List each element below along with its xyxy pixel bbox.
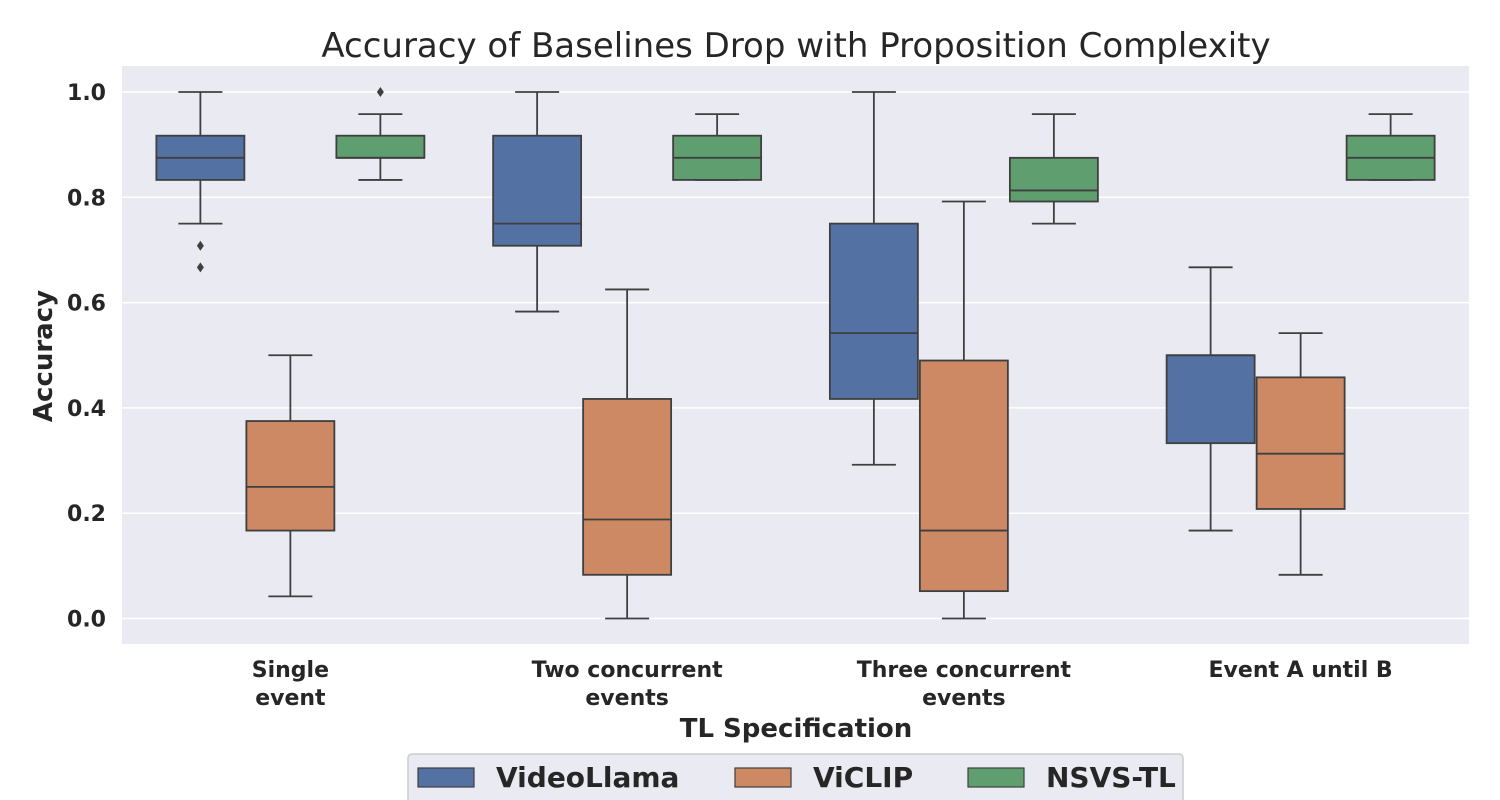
box-body <box>492 134 583 247</box>
x-tick-label-line: Three concurrent <box>857 658 1072 683</box>
x-tick-label-line: events <box>922 686 1005 711</box>
plot-area <box>122 66 1469 644</box>
series-videollama <box>155 91 1256 532</box>
legend-swatch <box>734 767 792 788</box>
chart-title: Accuracy of Baselines Drop with Proposit… <box>321 26 1270 66</box>
box <box>155 91 246 273</box>
box <box>492 91 583 313</box>
legend-frame <box>407 753 1184 800</box>
series-viclip <box>245 200 1346 620</box>
legend-item: ViCLIP <box>734 761 913 794</box>
y-tick-label: 0.8 <box>67 186 106 211</box>
legend-label: ViCLIP <box>813 761 913 794</box>
y-tick-label: 0.0 <box>67 608 106 633</box>
outlier-marker <box>376 87 384 97</box>
box <box>1008 113 1099 225</box>
box <box>672 113 763 181</box>
x-tick-label-line: Event A until B <box>1209 658 1393 683</box>
box <box>828 91 919 466</box>
box <box>1165 266 1256 532</box>
grid-lines <box>122 91 1469 620</box>
x-tick-label-line: events <box>585 686 668 711</box>
legend-entries: VideoLlama ViCLIP NSVS-TL <box>417 761 1176 794</box>
x-tick-label: Two concurrent events <box>532 658 723 711</box>
box <box>1345 113 1436 181</box>
y-tick-label: 0.2 <box>67 502 106 527</box>
y-tick-label: 0.6 <box>67 292 106 317</box>
box <box>918 200 1009 620</box>
box-body <box>1255 376 1346 510</box>
box <box>335 87 426 181</box>
box-body <box>918 359 1009 593</box>
outlier-marker <box>196 240 204 251</box>
box <box>1255 332 1346 576</box>
legend-swatch <box>417 767 475 788</box>
series-nsvs-tl <box>335 87 1436 225</box>
box-body <box>1165 354 1256 445</box>
legend-label: NSVS-TL <box>1046 761 1176 794</box>
x-axis-label: TL Specification <box>680 714 913 744</box>
x-tick-label: Event A until B <box>1209 658 1393 683</box>
x-tick-label-line: event <box>255 686 326 711</box>
y-axis-ticks: 0.0 0.2 0.4 0.6 0.8 1.0 <box>67 81 106 633</box>
x-tick-label: Single event <box>252 658 329 711</box>
y-axis-label: Accuracy <box>29 290 59 422</box>
box-body <box>335 134 426 159</box>
box-body <box>245 420 336 532</box>
box-series <box>155 87 1436 620</box>
legend-swatch <box>967 767 1025 788</box>
box <box>582 288 673 620</box>
box <box>245 354 336 598</box>
legend-item: VideoLlama <box>417 761 679 794</box>
x-tick-label-line: Single <box>252 658 329 683</box>
box-body <box>1008 156 1099 203</box>
box-body <box>582 398 673 576</box>
box-body <box>828 222 919 400</box>
x-tick-label-line: Two concurrent <box>532 658 723 683</box>
legend-item: NSVS-TL <box>967 761 1176 794</box>
x-tick-label: Three concurrent events <box>857 658 1072 711</box>
outlier-marker <box>196 262 204 273</box>
legend: VideoLlama ViCLIP NSVS-TL <box>407 753 1184 800</box>
legend-label: VideoLlama <box>496 761 679 794</box>
y-tick-label: 0.4 <box>67 397 106 422</box>
y-tick-label: 1.0 <box>67 81 106 106</box>
